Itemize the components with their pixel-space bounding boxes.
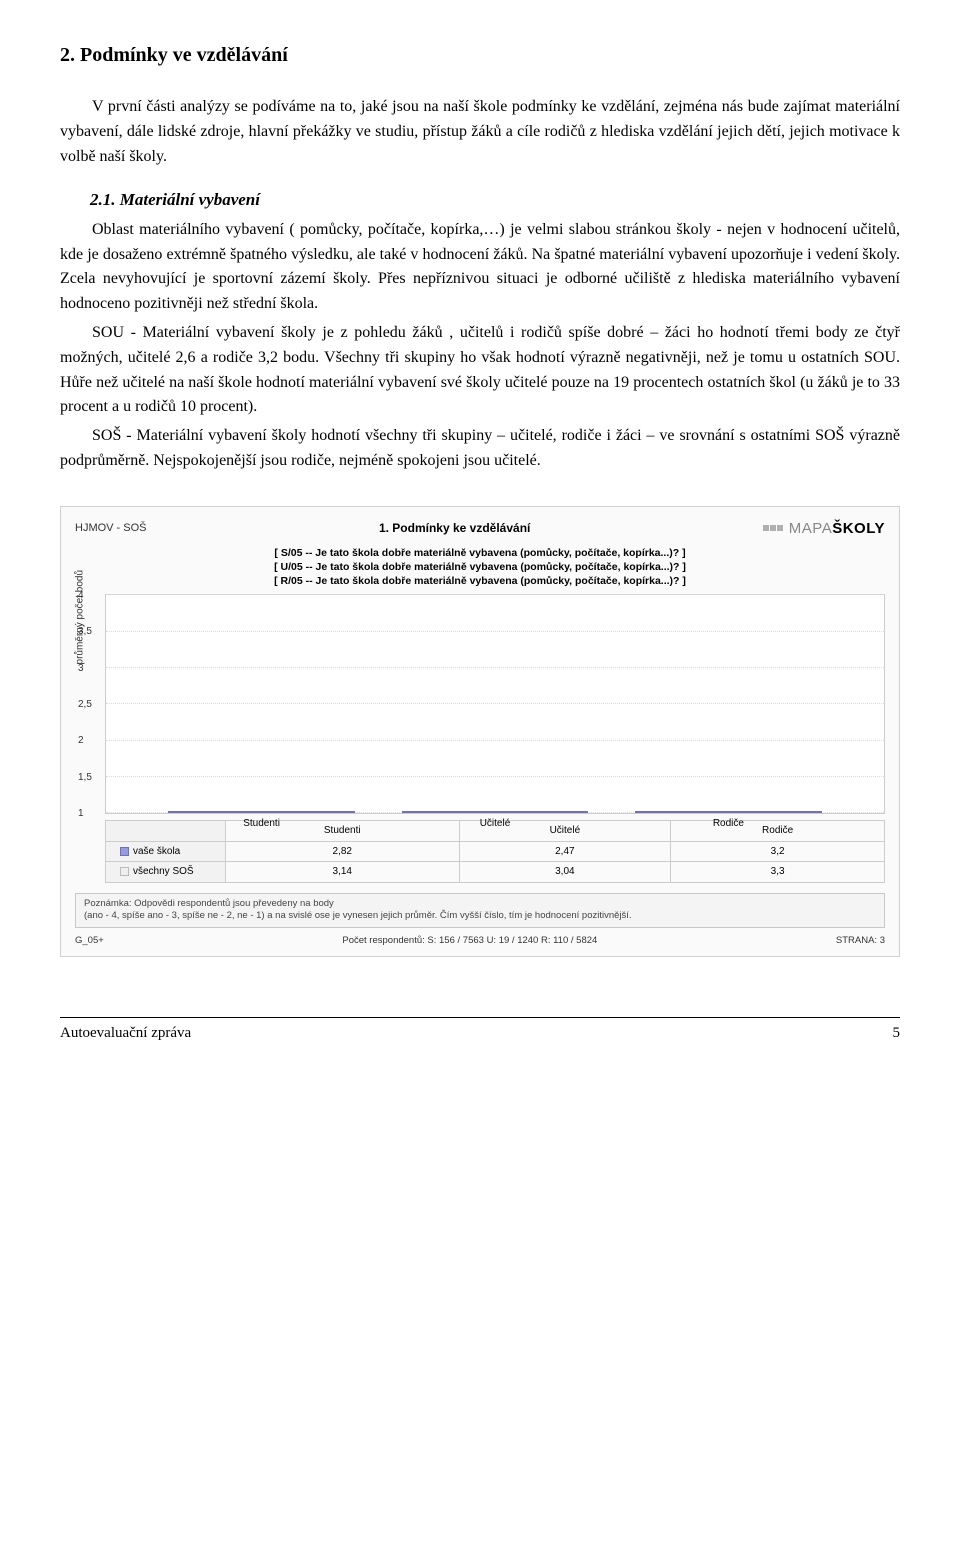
- chart-footer: G_05+ Počet respondentů: S: 156 / 7563 U…: [75, 934, 885, 949]
- chart-category-label: Rodiče: [635, 816, 822, 832]
- page-footer: Autoevaluační zpráva 5: [60, 1017, 900, 1045]
- chart-legend-line: [ S/05 -- Je tato škola dobře materiálně…: [75, 546, 885, 560]
- table-cell: 3,04: [459, 862, 671, 883]
- logo-squares-icon: [763, 525, 783, 531]
- table-cell: 3,3: [671, 862, 885, 883]
- chart-bar: [168, 811, 355, 813]
- chart-category-label: Učitelé: [402, 816, 589, 832]
- chart-legend-line: [ U/05 -- Je tato škola dobře materiálně…: [75, 560, 885, 574]
- chart-ytick: 2,5: [78, 697, 92, 713]
- logo-text: MAPAŠKOLY: [789, 517, 885, 540]
- chart-gridline: [106, 594, 884, 595]
- legend-swatch-icon: [120, 847, 129, 856]
- chart-gridline: [106, 703, 884, 704]
- paragraph-4: SOŠ - Materiální vybavení školy hodnotí …: [60, 424, 900, 474]
- chart-y-axis-label: průměrný počet bodů: [72, 570, 88, 665]
- chart-footer-left: G_05+: [75, 934, 104, 949]
- table-cell: 2,47: [459, 841, 671, 862]
- footer-report-title: Autoevaluační zpráva: [60, 1022, 191, 1045]
- chart-title: 1. Podmínky ke vzdělávání: [379, 519, 530, 538]
- chart-ytick: 1: [78, 806, 84, 822]
- table-cell: 2,82: [226, 841, 460, 862]
- logo-text-bold: ŠKOLY: [832, 520, 885, 537]
- chart-legend-line: [ R/05 -- Je tato škola dobře materiálně…: [75, 574, 885, 588]
- chart-ytick: 3: [78, 660, 84, 676]
- subsection-heading: 2.1. Materiální vybavení: [90, 187, 900, 213]
- chart-school-code: HJMOV - SOŠ: [75, 520, 147, 537]
- chart-gridline: [106, 776, 884, 777]
- chart-bar: [635, 811, 822, 813]
- chart-gridline: [106, 667, 884, 668]
- legend-swatch-icon: [120, 867, 129, 876]
- chart-note-body: (ano - 4, spíše ano - 3, spíše ne - 2, n…: [84, 910, 876, 922]
- chart-ytick: 2: [78, 733, 84, 749]
- table-cell: 3,2: [671, 841, 885, 862]
- chart-note-title: Poznámka: Odpovědi respondentů jsou přev…: [84, 898, 876, 910]
- footer-page-number: 5: [893, 1022, 901, 1045]
- table-row-header: všechny SOŠ: [106, 862, 226, 883]
- paragraph-2: Oblast materiálního vybavení ( pomůcky, …: [60, 218, 900, 317]
- logo-text-thin: MAPA: [789, 520, 832, 537]
- chart-footer-center: Počet respondentů: S: 156 / 7563 U: 19 /…: [342, 934, 597, 949]
- chart-gridline: [106, 740, 884, 741]
- table-cell: 3,14: [226, 862, 460, 883]
- chart-header: HJMOV - SOŠ 1. Podmínky ke vzdělávání MA…: [75, 517, 885, 540]
- chart-bar: [402, 811, 589, 813]
- chart-logo: MAPAŠKOLY: [763, 517, 885, 540]
- chart-question-legend: [ S/05 -- Je tato škola dobře materiálně…: [75, 546, 885, 589]
- chart-category-label: Studenti: [168, 816, 355, 832]
- chart-container: HJMOV - SOŠ 1. Podmínky ke vzdělávání MA…: [60, 506, 900, 958]
- chart-note: Poznámka: Odpovědi respondentů jsou přev…: [75, 893, 885, 928]
- paragraph-intro: V první části analýzy se podíváme na to,…: [60, 95, 900, 169]
- chart-ytick: 3,5: [78, 624, 92, 640]
- chart-ytick: 4: [78, 588, 84, 604]
- section-heading: 2. Podmínky ve vzdělávání: [60, 40, 900, 71]
- chart-ytick: 1,5: [78, 769, 92, 785]
- chart-footer-right: STRANA: 3: [836, 934, 885, 949]
- chart-gridline: [106, 631, 884, 632]
- chart-plot-area: průměrný počet bodů 11,522,533,54Student…: [105, 594, 885, 814]
- paragraph-3: SOU - Materiální vybavení školy je z poh…: [60, 321, 900, 420]
- table-row-header: vaše škola: [106, 841, 226, 862]
